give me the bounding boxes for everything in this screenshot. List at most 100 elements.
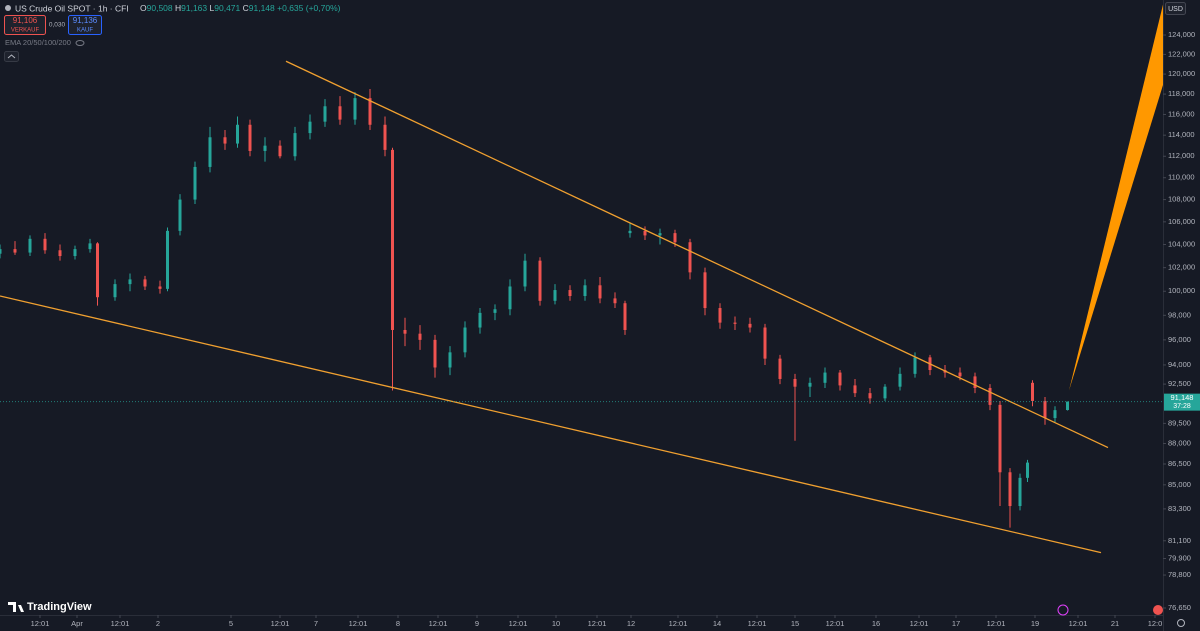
- candle-body: [958, 372, 962, 377]
- candle-body: [1008, 472, 1012, 507]
- x-tick-label: 12:01: [588, 619, 607, 628]
- y-tick-label: 96,000: [1168, 335, 1191, 344]
- x-tick-label: 21: [1111, 619, 1119, 628]
- y-tick-label: 98,000: [1168, 310, 1191, 319]
- trend-line: [0, 295, 1102, 554]
- y-tick-label: 86,500: [1168, 459, 1191, 468]
- countdown: 37:28: [1173, 403, 1191, 410]
- candle-body: [448, 352, 452, 368]
- value: 91,148: [249, 3, 275, 13]
- sell-price[interactable]: 91,106: [13, 16, 38, 25]
- candle-body: [688, 242, 692, 273]
- y-tick-label: 92,500: [1168, 379, 1191, 388]
- value: 90,508: [147, 3, 173, 13]
- sell-button[interactable]: [4, 15, 46, 35]
- candle-body: [88, 243, 92, 250]
- candle-body: [643, 230, 647, 236]
- candle-body: [718, 308, 722, 323]
- y-tick-label: 112,000: [1168, 151, 1195, 160]
- candle-body: [308, 121, 312, 134]
- currency[interactable]: USD: [1168, 6, 1183, 13]
- candle-body: [988, 387, 992, 405]
- candle-body: [748, 323, 752, 328]
- y-tick-label: 102,000: [1168, 263, 1195, 272]
- brand-logo: [8, 602, 24, 612]
- candle-body: [583, 285, 587, 297]
- y-tick-label: 116,000: [1168, 109, 1195, 118]
- y-tick-label: 78,800: [1168, 570, 1191, 579]
- x-tick-label: 12:01: [349, 619, 368, 628]
- settings-icon[interactable]: [1177, 619, 1185, 627]
- y-tick-label: 81,100: [1168, 536, 1191, 545]
- candle-body: [73, 249, 77, 257]
- x-tick-label: 12:0: [1148, 619, 1163, 628]
- candle-body: [1026, 462, 1029, 478]
- candle-body: [838, 372, 842, 386]
- y-tick-label: 104,000: [1168, 240, 1195, 249]
- candle-body: [553, 290, 557, 301]
- label: L: [210, 3, 215, 13]
- candle-body: [463, 327, 467, 353]
- candle-body: [808, 382, 812, 387]
- buy-price[interactable]: 91,136: [73, 16, 98, 25]
- candle-body: [763, 327, 767, 359]
- x-tick-label: 8: [396, 619, 400, 628]
- y-tick-label: 124,000: [1168, 30, 1195, 39]
- candle-body: [778, 358, 782, 379]
- x-tick-label: 10: [552, 619, 560, 628]
- x-tick-label: 12:01: [111, 619, 130, 628]
- candle-body: [193, 166, 197, 200]
- x-tick-label: 9: [475, 619, 479, 628]
- y-tick-label: 85,000: [1168, 480, 1191, 489]
- price-label: 91,148: [1171, 393, 1194, 402]
- candle-body: [58, 250, 62, 257]
- candle-body: [96, 243, 99, 298]
- x-tick-label: 12:01: [826, 619, 845, 628]
- y-tick-label: 108,000: [1168, 195, 1195, 204]
- y-tick-label: 118,000: [1168, 89, 1195, 98]
- candle-body: [898, 373, 902, 387]
- collapse-button[interactable]: [4, 51, 19, 62]
- visibility-icon[interactable]: [75, 40, 85, 46]
- candle-body: [493, 309, 497, 313]
- candle-body: [913, 357, 917, 374]
- candle-body: [236, 124, 239, 144]
- candle-body: [478, 312, 482, 328]
- candle-body: [658, 233, 662, 236]
- x-tick-label: 12:01: [271, 619, 290, 628]
- x-tick-label: 12:01: [910, 619, 929, 628]
- buy-button[interactable]: [68, 15, 102, 35]
- y-tick-label: 89,500: [1168, 418, 1191, 427]
- candle-body: [1018, 477, 1022, 507]
- buy-label[interactable]: KAUF: [77, 28, 93, 34]
- candle-body: [248, 124, 252, 151]
- x-tick-label: 12:01: [31, 619, 50, 628]
- sell-label[interactable]: VERKAUF: [11, 28, 40, 34]
- event-icon[interactable]: [1057, 604, 1069, 616]
- candle-body: [1053, 410, 1057, 419]
- forecast-arrow: [1069, 4, 1163, 391]
- x-tick-label: 12:01: [429, 619, 448, 628]
- candle-body: [973, 376, 977, 388]
- candle-body: [623, 303, 627, 330]
- candle-body: [628, 230, 632, 234]
- y-tick-label: 114,000: [1168, 130, 1195, 139]
- flag-icon[interactable]: [1153, 605, 1163, 615]
- candle-body: [403, 329, 407, 334]
- x-tick-label: 12:01: [669, 619, 688, 628]
- y-tick-label: 120,000: [1168, 69, 1195, 78]
- candle-body: [43, 238, 47, 251]
- candle-body: [278, 145, 282, 157]
- candle-body: [613, 298, 617, 304]
- candle-body: [418, 333, 422, 340]
- currency-button[interactable]: [1165, 2, 1186, 15]
- x-tick-label: 19: [1031, 619, 1039, 628]
- value: 91,163: [181, 3, 207, 13]
- candle-body: [353, 98, 357, 120]
- y-tick-label: 76,650: [1168, 603, 1191, 612]
- value: 90,471: [214, 3, 240, 13]
- candle-body: [538, 260, 542, 301]
- x-tick-label: 15: [791, 619, 799, 628]
- candle-body: [1066, 401, 1069, 411]
